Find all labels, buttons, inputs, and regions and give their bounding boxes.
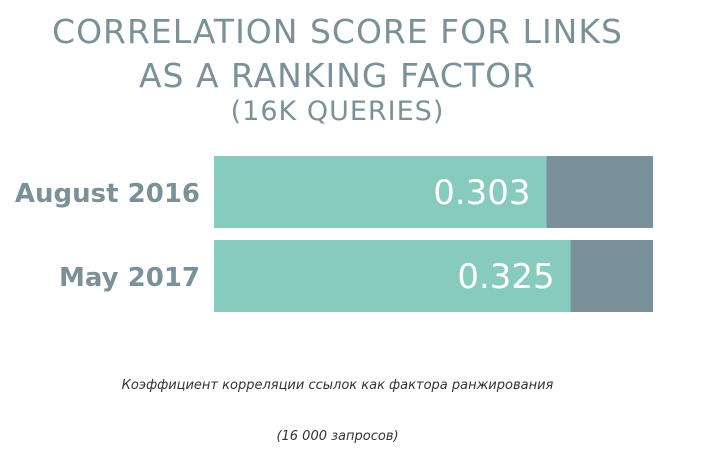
category-label-0: August 2016 xyxy=(15,179,200,209)
category-label-1: May 2017 xyxy=(59,263,200,293)
chart-title-line-2: AS A RANKING FACTOR xyxy=(138,56,537,95)
chart-title-line-1: CORRELATION SCORE FOR LINKS xyxy=(52,12,623,51)
bar-1 xyxy=(214,240,571,312)
bar-chart: August 2016 0.303 May 2017 0.325 xyxy=(15,156,653,312)
caption-line-2: (16 000 запросов) xyxy=(276,429,399,444)
caption-line-1: Коэффициент корреляции ссылок как фактор… xyxy=(121,378,554,393)
chart-subtitle: (16K QUERIES) xyxy=(230,96,445,127)
value-label-1: 0.325 xyxy=(457,257,554,297)
value-label-0: 0.303 xyxy=(433,173,530,213)
bar-0 xyxy=(214,156,547,228)
